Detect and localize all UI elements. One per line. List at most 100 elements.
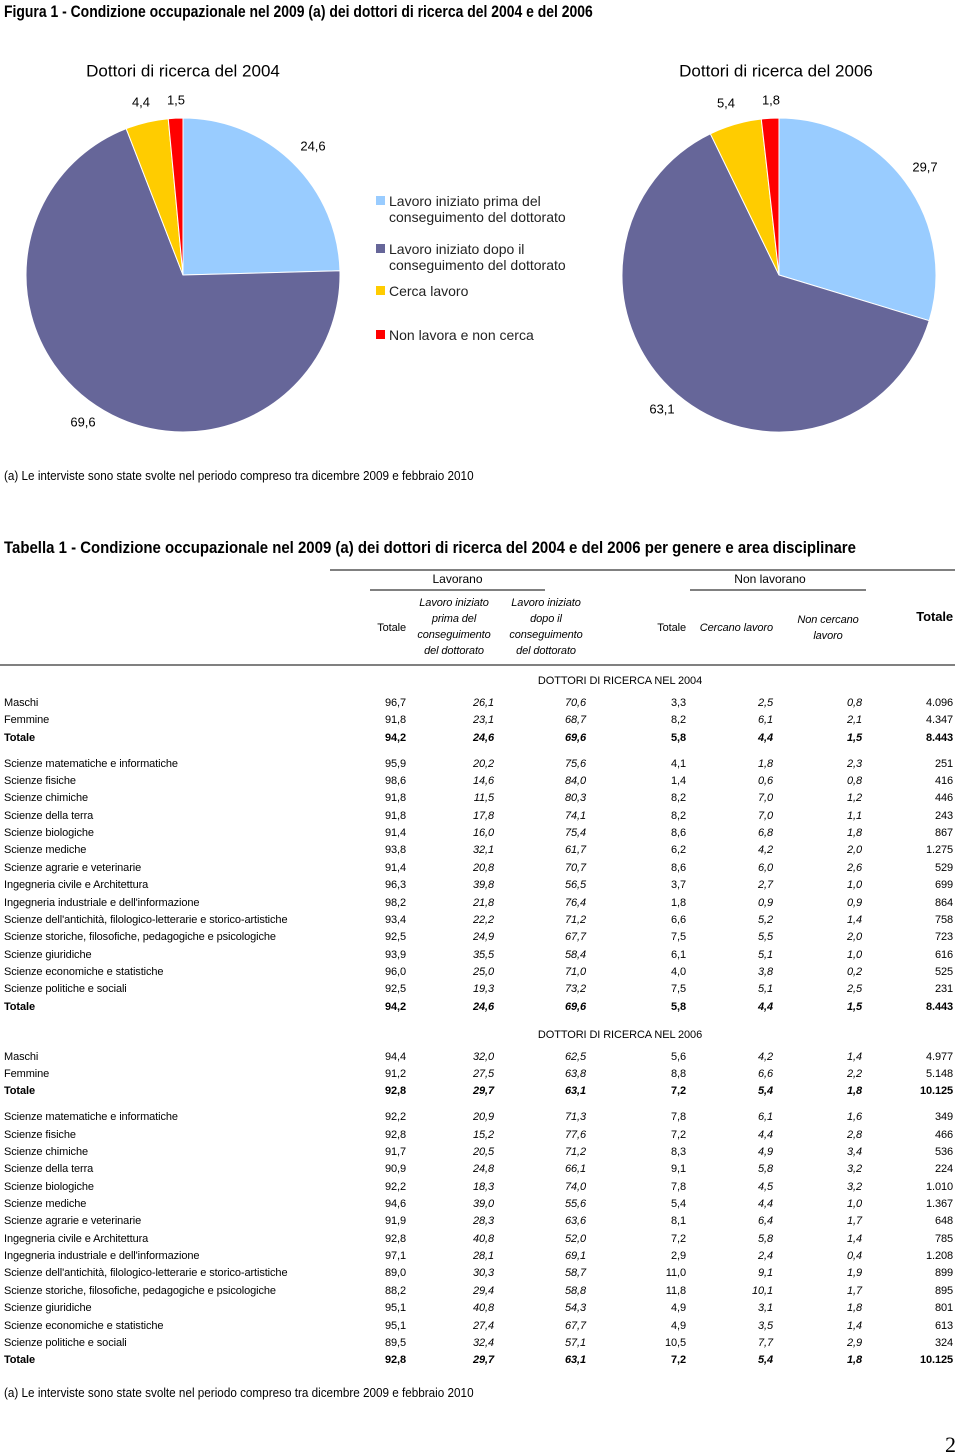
cell-value: 6,0	[758, 861, 773, 874]
page-number: 2	[945, 1432, 956, 1455]
cell-value: 4,9	[671, 1319, 686, 1332]
cell-value: 8,8	[671, 1067, 686, 1080]
cell-value: 56,5	[564, 879, 586, 892]
pie-slice	[778, 117, 937, 322]
cell-value: 26,1	[472, 697, 494, 709]
cell-value: 0,9	[847, 896, 862, 909]
cell-value: 84,0	[564, 775, 586, 788]
cell-value: 63,1	[564, 1354, 586, 1367]
legend-label: Non lavora e non cerca	[389, 327, 534, 343]
table-title: Tabella 1 - Condizione occupazionale nel…	[4, 538, 856, 557]
cell-value: 16,0	[472, 827, 494, 840]
cell-value: 67,7	[564, 1319, 586, 1332]
cell-value: 1,7	[847, 1215, 862, 1228]
cell-value: 5,8	[758, 1163, 773, 1176]
cell-value: 4,9	[758, 1146, 773, 1158]
legend-label: Lavoro iniziato prima del conseguimento …	[389, 193, 566, 225]
cell-value: 2,1	[847, 714, 862, 727]
cell-value: 91,9	[384, 1215, 406, 1228]
cell-value: 1,8	[758, 757, 773, 770]
cell-value: 4.096	[925, 697, 953, 709]
cell-value: 91,8	[384, 714, 406, 727]
cell-value: 4,9	[671, 1302, 686, 1315]
row-label: Scienze giuridiche	[4, 1302, 92, 1315]
row-label: Ingegneria industriale e dell'informazio…	[4, 1250, 200, 1263]
legend-label: Cerca lavoro	[389, 283, 469, 299]
cell-value: 1,8	[847, 1354, 862, 1367]
legend-label: Lavoro iniziato dopo il conseguimento de…	[389, 241, 566, 273]
cell-value: 4,2	[758, 1050, 773, 1063]
cell-value: 21,8	[472, 896, 494, 909]
cell-value: 94,2	[384, 1000, 406, 1013]
row-label: Scienze agrarie e veterinarie	[4, 1215, 142, 1228]
cell-value: 5,8	[671, 1000, 686, 1013]
cell-value: 32,1	[472, 844, 494, 857]
column-header: Cercano lavoro	[699, 622, 773, 634]
cell-value: 29,4	[472, 1284, 494, 1297]
cell-value: 92,5	[384, 983, 406, 996]
cell-value: 28,1	[472, 1250, 494, 1263]
cell-value: 28,3	[472, 1215, 494, 1228]
cell-value: 39,8	[472, 879, 494, 892]
row-label: Totale	[4, 1354, 35, 1367]
cell-value: 2,3	[847, 757, 862, 770]
cell-value: 1,2	[847, 792, 862, 805]
cell-value: 24,8	[472, 1163, 494, 1176]
cell-value: 3,8	[758, 965, 773, 978]
cell-value: 96,7	[384, 697, 406, 709]
cell-value: 92,2	[384, 1180, 406, 1193]
cell-value: 5,8	[758, 1232, 773, 1245]
row-label: Scienze mediche	[4, 844, 87, 857]
cell-value: 1,5	[847, 731, 862, 744]
cell-value: 1,4	[847, 1319, 862, 1332]
cell-value: 40,8	[472, 1232, 494, 1245]
cell-value: 0,9	[758, 896, 773, 909]
row-label: Femmine	[4, 1067, 50, 1080]
cell-value: 7,0	[758, 809, 773, 822]
cell-value: 98,6	[384, 775, 406, 788]
row-label: Scienze mediche	[4, 1198, 87, 1211]
cell-value: 446	[934, 792, 953, 805]
row-label: Scienze dell'antichità, filologico-lette…	[4, 1267, 288, 1280]
cell-value: 75,4	[564, 827, 586, 840]
cell-value: 91,4	[384, 861, 406, 874]
cell-value: 95,1	[384, 1302, 406, 1315]
cell-value: 8.443	[925, 731, 953, 744]
cell-value: 55,6	[564, 1198, 586, 1211]
row-label: Scienze dell'antichità, filologico-lette…	[4, 913, 288, 926]
cell-value: 23,1	[472, 714, 494, 727]
cell-value: 2,9	[671, 1250, 686, 1263]
cell-value: 10.125	[919, 1354, 953, 1367]
cell-value: 3,2	[847, 1180, 862, 1193]
cell-value: 27,4	[472, 1319, 494, 1332]
cell-value: 94,6	[384, 1198, 406, 1211]
section-title: DOTTORI DI RICERCA NEL 2004	[537, 675, 703, 687]
cell-value: 63,8	[564, 1067, 586, 1080]
cell-value: 71,3	[564, 1111, 586, 1124]
cell-value: 1,9	[847, 1267, 862, 1280]
cell-value: 10,5	[664, 1336, 686, 1349]
cell-value: 10,1	[751, 1284, 773, 1297]
cell-value: 4,4	[758, 731, 773, 744]
cell-value: 525	[934, 965, 953, 978]
column-header: Non cercano lavoro	[797, 614, 859, 642]
cell-value: 4,2	[758, 844, 773, 857]
cell-value: 0,8	[847, 697, 862, 709]
cell-value: 699	[934, 879, 953, 892]
cell-value: 8,1	[671, 1215, 686, 1228]
cell-value: 61,7	[564, 844, 586, 857]
cell-value: 66,1	[564, 1163, 586, 1176]
row-label: Scienze biologiche	[4, 1180, 94, 1193]
cell-value: 1.275	[925, 844, 953, 857]
cell-value: 5,4	[758, 1085, 773, 1098]
cell-value: 899	[934, 1267, 953, 1280]
cell-value: 4,1	[671, 757, 686, 770]
row-label: Femmine	[4, 714, 50, 727]
pie-label: 4,4	[132, 94, 150, 109]
cell-value: 89,5	[384, 1336, 406, 1349]
row-label: Maschi	[4, 1050, 39, 1063]
pie-label: 69,6	[70, 414, 95, 429]
cell-value: 1.010	[925, 1180, 953, 1193]
pie-label: 63,1	[649, 401, 674, 416]
